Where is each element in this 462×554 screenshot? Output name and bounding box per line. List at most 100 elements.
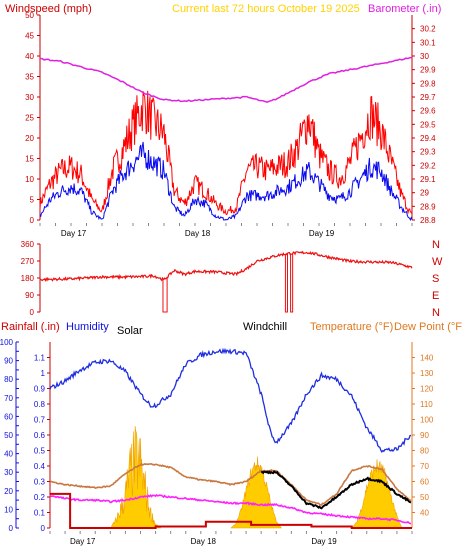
chart-title: Current last 72 hours October 19 2025 [172,3,360,15]
direction-calm-drop [290,253,294,313]
rainfall-line [50,492,412,529]
dewpoint-title: Dew Point (°F) [394,321,462,333]
wind-left-tick-label: 20 [25,134,34,143]
direction-calm-drop [284,253,288,313]
humidity-tick-label: 50 [4,431,13,440]
rainfall-tick-label: 0.4 [34,462,46,471]
humidity-tick-label: 0 [9,524,14,533]
direction-left-tick-label: 270 [21,257,35,266]
solar-area [109,425,162,529]
temperature-line [49,462,412,506]
barometer-line [39,56,413,103]
rainfall-tick-label: 1 [41,369,46,378]
temp-day-label: Day 18 [191,537,217,546]
wind-day-label: Day 17 [61,229,87,238]
temp-day-label: Day 17 [70,537,96,546]
wind-left-tick-label: 25 [25,114,34,123]
barometer-right-tick-label: 30.1 [420,38,436,47]
rainfall-tick-label: 0.1 [34,509,46,518]
rainfall-tick-label: 1.1 [34,354,46,363]
barometer-right-tick-label: 29.9 [420,66,436,75]
wind-day-label: Day 19 [309,229,335,238]
compass-label: S [432,273,439,285]
direction-left-tick-label: 90 [25,291,34,300]
wind-left-tick-label: 10 [25,175,34,184]
wind-left-tick-label: 40 [25,52,34,61]
humidity-tick-label: 30 [4,468,13,477]
barometer-right-tick-label: 29.5 [420,120,436,129]
humidity-tick-label: 90 [4,357,13,366]
temperature-tick-label: 80 [420,447,429,456]
rainfall-tick-label: 0.6 [34,431,46,440]
humidity-line [49,347,412,454]
solar-area [230,456,282,529]
dewpoint-line [49,493,412,525]
barometer-right-tick-label: 29.1 [420,175,436,184]
gust-line [39,90,413,216]
humidity-tick-label: 40 [4,450,13,459]
rainfall-tick-label: 0.8 [34,400,46,409]
temperature-tick-label: 130 [420,369,434,378]
barometer-right-tick-label: 29.3 [420,148,436,157]
barometer-right-tick-label: 29 [420,189,429,198]
barometer-right-tick-label: 29.4 [420,134,436,143]
temperature-tick-label: 140 [420,354,434,363]
temp-day-label: Day 19 [311,537,337,546]
rainfall-tick-label: 0.3 [34,478,46,487]
direction-left-tick-label: 360 [21,240,35,249]
temperature-tick-label: 120 [420,385,434,394]
compass-label: E [432,290,439,302]
wind-left-tick-label: 35 [25,73,34,82]
windchill-line [261,470,412,510]
rainfall-tick-label: 0 [41,524,46,533]
humidity-tick-label: 20 [4,487,13,496]
humidity-tick-label: 70 [4,394,13,403]
direction-left-tick-label: 180 [21,274,35,283]
windchill-title: Windchill [243,321,287,333]
barometer-right-tick-label: 30.2 [420,25,436,34]
temperature-tick-label: 50 [420,493,429,502]
temperature-tick-label: 60 [420,478,429,487]
rainfall-title: Rainfall (.in) [1,321,60,333]
humidity-tick-label: 60 [4,412,13,421]
windspeed-title: Windspeed (mph) [5,3,92,15]
humidity-title: Humidity [66,321,109,333]
rainfall-tick-label: 0.5 [34,447,46,456]
rainfall-tick-label: 0.7 [34,416,46,425]
barometer-right-tick-label: 29.7 [420,93,436,102]
temperature-tick-label: 100 [420,416,434,425]
wind-left-tick-label: 30 [25,93,34,102]
temperature-tick-label: 110 [420,400,433,409]
barometer-right-tick-label: 29.8 [420,79,436,88]
wind-left-tick-label: 5 [30,196,35,205]
barometer-right-tick-label: 29.6 [420,107,436,116]
barometer-right-tick-label: 30 [420,52,429,61]
compass-label: W [432,256,443,268]
barometer-right-tick-label: 29.2 [420,161,436,170]
temperature-tick-label: 40 [420,509,429,518]
humidity-tick-label: 100 [0,338,14,347]
rainfall-tick-label: 0.9 [34,385,46,394]
wind-left-tick-label: 50 [25,11,34,20]
solar-title: Solar [117,325,143,337]
wind-left-tick-label: 45 [25,32,34,41]
direction-line [39,250,413,282]
temperature-tick-label: 90 [420,431,429,440]
compass-label: N [432,239,440,251]
direction-calm-drop [162,277,168,313]
barometer-title: Barometer (.in) [368,3,441,15]
direction-left-tick-label: 0 [30,308,35,317]
barometer-right-tick-label: 28.9 [420,202,436,211]
rainfall-tick-label: 0.2 [34,493,46,502]
humidity-tick-label: 10 [4,505,13,514]
wind-line [39,141,413,222]
wind-day-label: Day 18 [185,229,211,238]
solar-area [351,459,403,529]
temperature-tick-label: 70 [420,462,429,471]
temperature-title: Temperature (°F) [310,321,393,333]
wind-left-tick-label: 15 [25,155,34,164]
wind-left-tick-label: 0 [30,216,35,225]
barometer-right-tick-label: 28.8 [420,216,436,225]
humidity-tick-label: 80 [4,375,13,384]
